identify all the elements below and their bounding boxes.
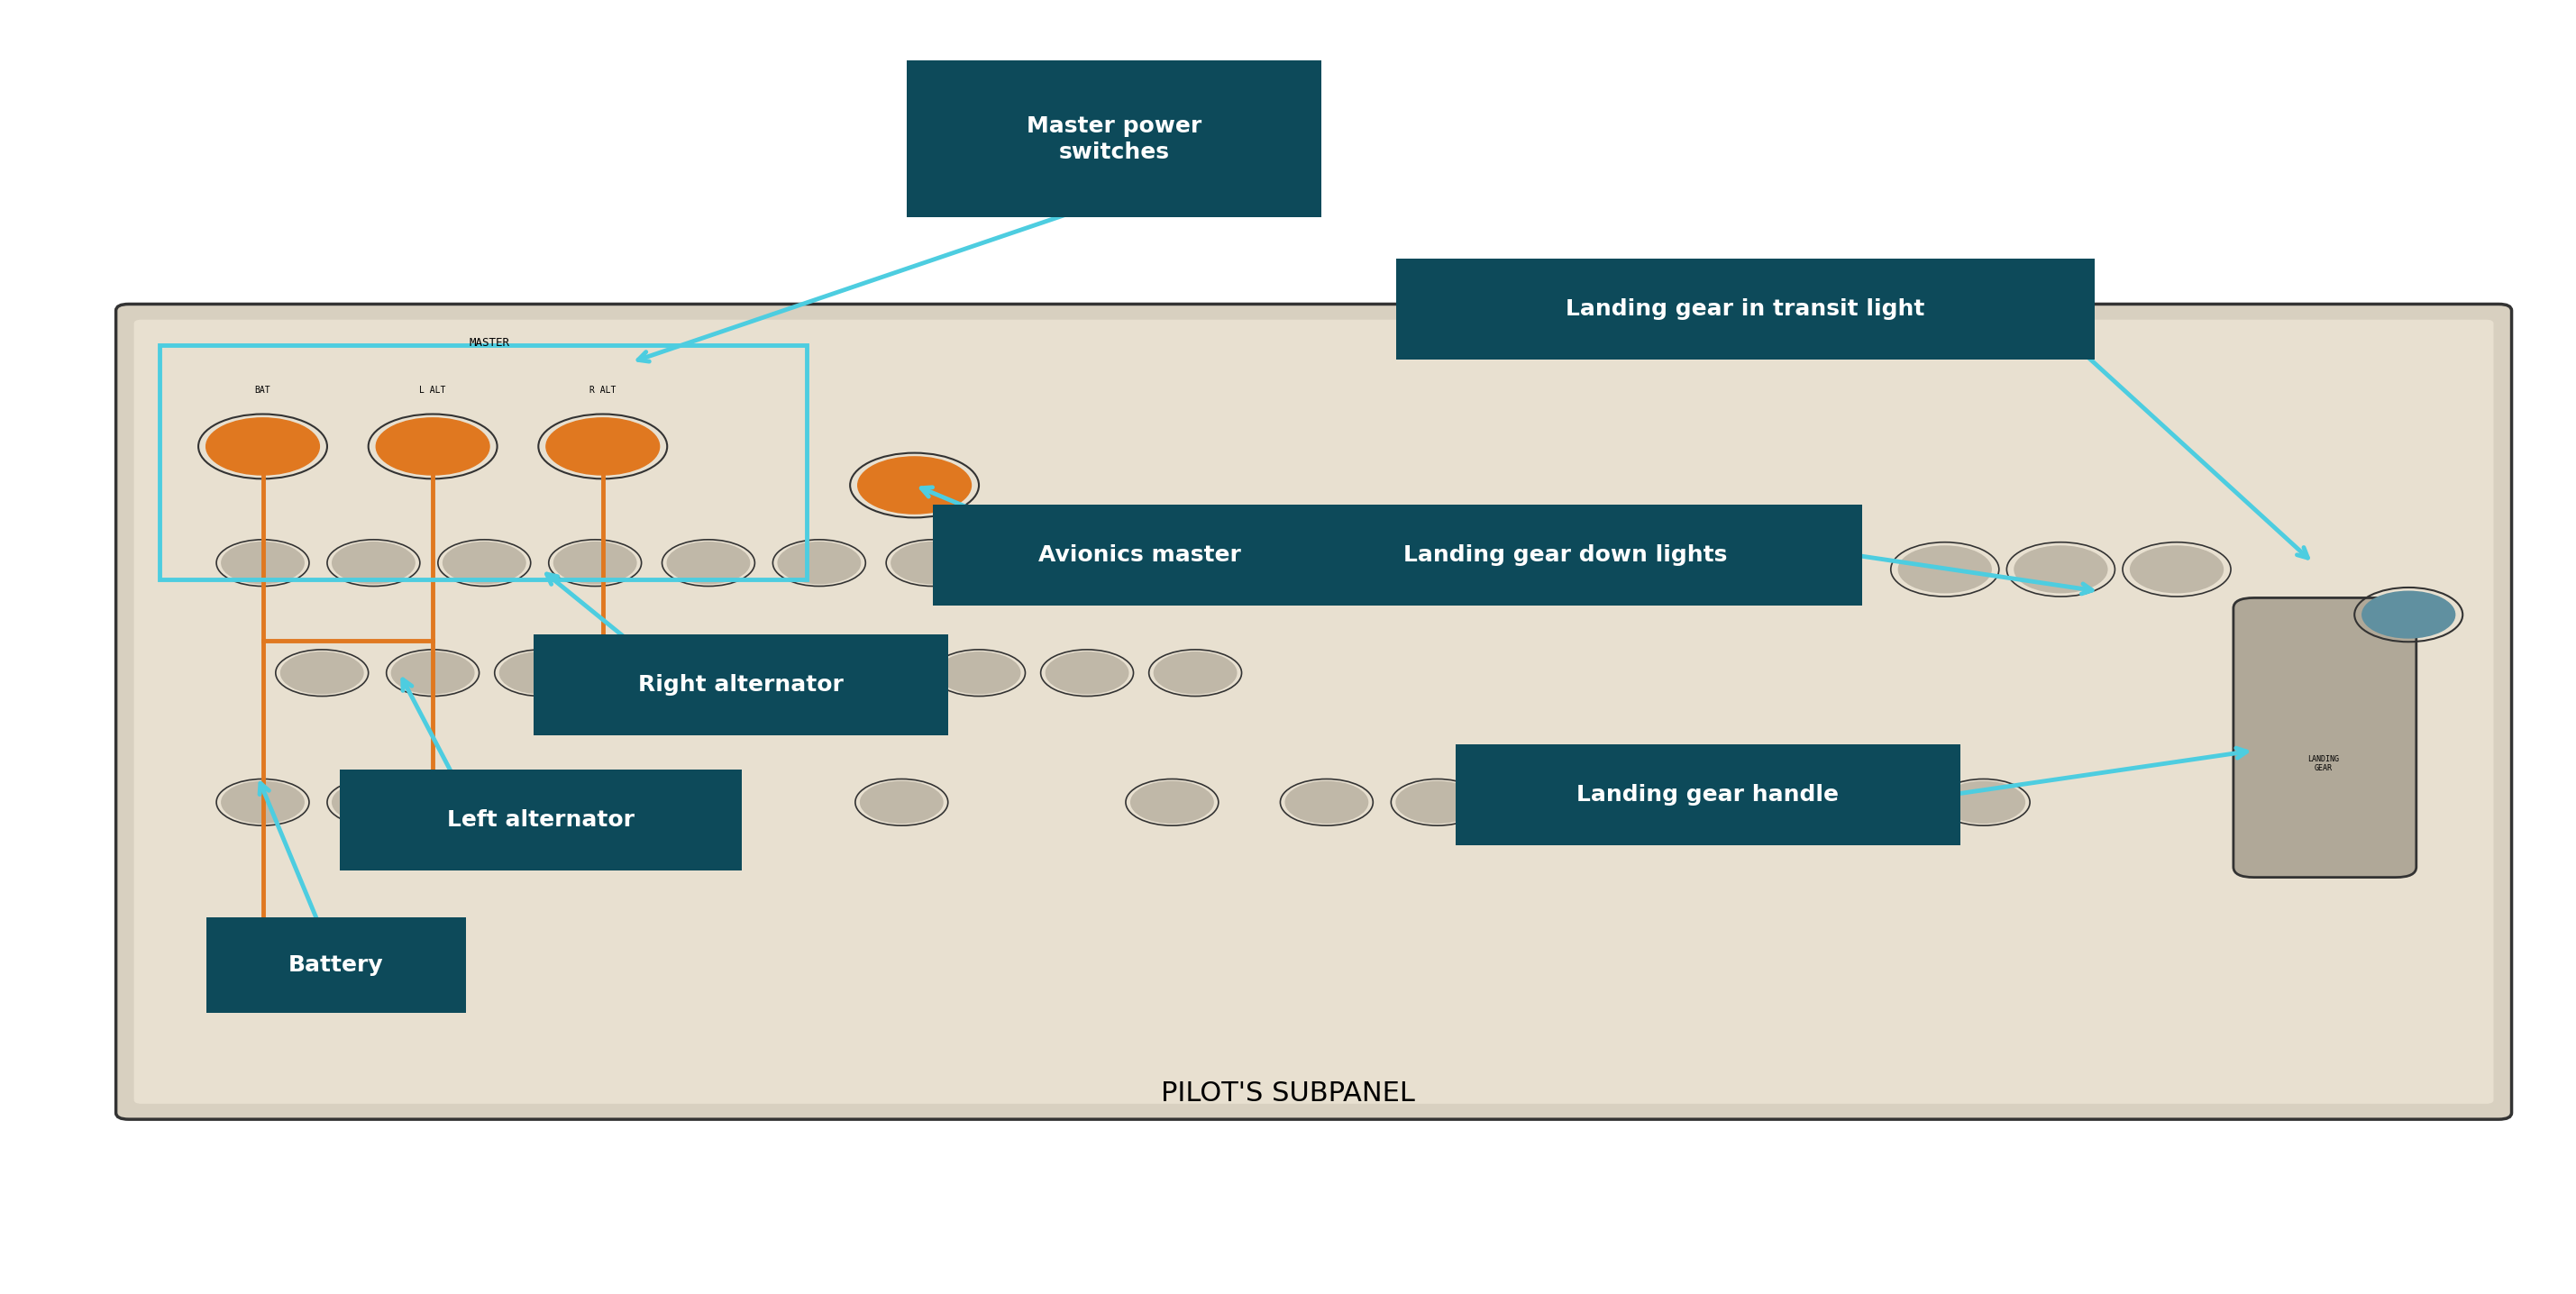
FancyBboxPatch shape — [1455, 744, 1960, 845]
Circle shape — [860, 782, 943, 823]
FancyBboxPatch shape — [116, 304, 2512, 1119]
FancyBboxPatch shape — [2233, 598, 2416, 877]
Circle shape — [281, 652, 363, 694]
Circle shape — [891, 542, 974, 584]
FancyBboxPatch shape — [206, 917, 466, 1013]
Circle shape — [222, 782, 304, 823]
Text: L ALT: L ALT — [420, 386, 446, 395]
FancyBboxPatch shape — [1267, 505, 1862, 606]
Text: BAT: BAT — [255, 386, 270, 395]
Circle shape — [500, 652, 582, 694]
Circle shape — [829, 652, 912, 694]
Circle shape — [1834, 782, 1917, 823]
Text: Landing gear down lights: Landing gear down lights — [1404, 545, 1726, 565]
Circle shape — [554, 542, 636, 584]
Circle shape — [546, 418, 659, 475]
Circle shape — [206, 418, 319, 475]
Circle shape — [778, 542, 860, 584]
Circle shape — [2362, 591, 2455, 638]
Text: Battery: Battery — [289, 955, 384, 976]
Circle shape — [2130, 546, 2223, 593]
Text: Landing gear in transit light: Landing gear in transit light — [1566, 299, 1924, 320]
Circle shape — [1154, 652, 1236, 694]
Circle shape — [1723, 782, 1806, 823]
Circle shape — [938, 652, 1020, 694]
Text: LANDING
GEAR: LANDING GEAR — [2308, 754, 2339, 773]
Circle shape — [858, 457, 971, 514]
Circle shape — [1615, 782, 1698, 823]
Circle shape — [1942, 782, 2025, 823]
Circle shape — [332, 542, 415, 584]
Circle shape — [1002, 542, 1084, 584]
Circle shape — [1046, 652, 1128, 694]
Circle shape — [1131, 782, 1213, 823]
FancyBboxPatch shape — [533, 634, 948, 735]
Circle shape — [721, 652, 804, 694]
Circle shape — [376, 418, 489, 475]
Circle shape — [332, 782, 415, 823]
Text: Right alternator: Right alternator — [639, 674, 842, 695]
Circle shape — [222, 542, 304, 584]
FancyBboxPatch shape — [134, 320, 2494, 1104]
Circle shape — [2014, 546, 2107, 593]
Circle shape — [1285, 782, 1368, 823]
FancyBboxPatch shape — [933, 505, 1347, 606]
Text: R ALT: R ALT — [590, 386, 616, 395]
Circle shape — [1899, 546, 1991, 593]
FancyBboxPatch shape — [340, 770, 742, 871]
FancyBboxPatch shape — [907, 61, 1321, 217]
Circle shape — [392, 652, 474, 694]
Circle shape — [443, 542, 526, 584]
Circle shape — [1504, 782, 1587, 823]
Text: Master power
switches: Master power switches — [1028, 115, 1200, 163]
Circle shape — [1113, 542, 1195, 584]
Text: Left alternator: Left alternator — [448, 810, 634, 831]
Text: Landing gear handle: Landing gear handle — [1577, 784, 1839, 805]
Circle shape — [611, 652, 693, 694]
Text: Avionics master: Avionics master — [1038, 545, 1242, 565]
FancyBboxPatch shape — [1396, 259, 2094, 360]
Circle shape — [1396, 782, 1479, 823]
Text: MASTER: MASTER — [469, 336, 510, 349]
Text: PILOT'S SUBPANEL: PILOT'S SUBPANEL — [1162, 1080, 1414, 1106]
Circle shape — [667, 542, 750, 584]
